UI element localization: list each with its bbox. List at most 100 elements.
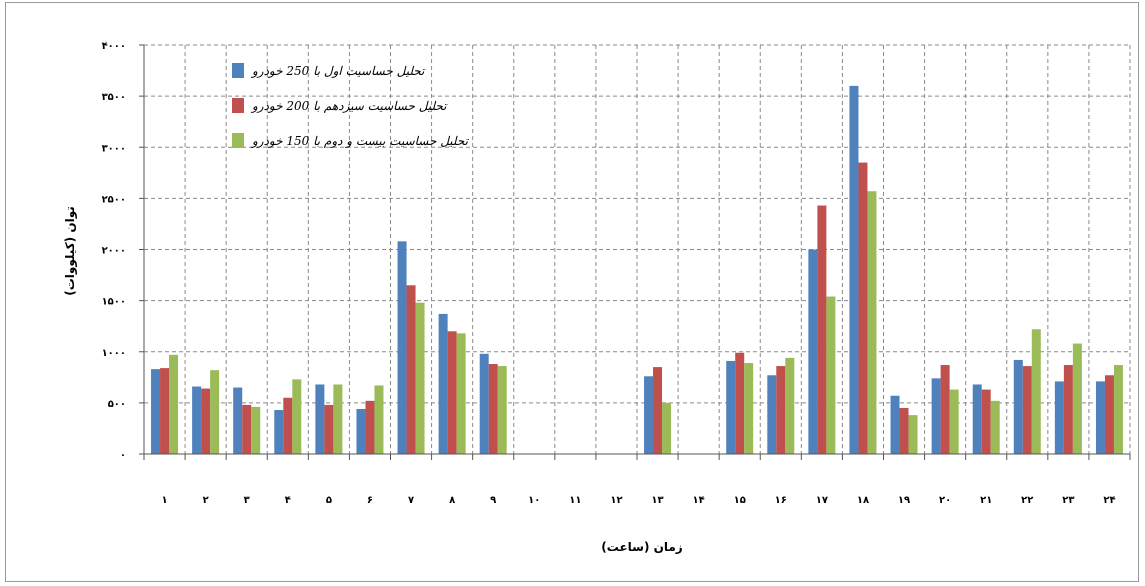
bar-series-1-۱۷: [808, 249, 818, 454]
bar-series-3-۵: [333, 384, 343, 454]
y-tick-label: ۵۰۰: [108, 399, 126, 410]
bar-series-1-۲۰: [931, 378, 941, 454]
legend-swatch-1: [232, 63, 244, 78]
x-tick-label: ۴: [285, 495, 291, 506]
bar-series-3-۱۳: [662, 402, 672, 454]
legend-swatch-3: [232, 133, 244, 148]
bar-series-3-۹: [497, 366, 507, 454]
bar-series-1-۲۱: [972, 384, 982, 454]
bar-series-2-۹: [488, 364, 498, 454]
bar-series-1-۳: [233, 387, 243, 454]
bar-series-1-۷: [397, 241, 407, 454]
x-tick-label: ۲۱: [980, 495, 992, 506]
bar-series-3-۲۳: [1072, 343, 1082, 454]
bar-series-3-۲: [210, 370, 220, 454]
x-tick-label: ۱۱: [569, 495, 581, 506]
bar-series-3-۶: [374, 385, 384, 454]
bar-series-2-۱۸: [858, 162, 868, 454]
bar-series-3-۴: [292, 379, 302, 454]
x-tick-label: ۲۲: [1021, 495, 1033, 506]
x-axis-title: زمان (ساعت): [601, 540, 683, 554]
bar-series-1-۲۴: [1095, 381, 1105, 454]
x-tick-label: ۱: [161, 495, 167, 506]
axes: ۰ ۵۰۰ ۱۰۰۰ ۱۵۰۰ ۲۰۰۰ ۲۵۰۰ ۳۰۰۰ ۳۵۰۰ ۴۰۰۰ ۱ ۲ ۳ ۴ ۵ ۶ ۷ ۸…: [102, 41, 1131, 506]
y-tick-label: ۴۰۰۰: [102, 41, 126, 52]
bar-series-3-۲۲: [1031, 329, 1041, 454]
bar-series-1-۴: [274, 410, 284, 454]
bar-series-2-۳: [242, 404, 252, 454]
bar-series-2-۱۹: [899, 407, 909, 454]
bar-series-3-۱۹: [908, 415, 918, 454]
legend-label-2: تحلیل حساسیت سیزدهم با 200 خودرو: [250, 99, 448, 113]
bar-series-1-۲: [192, 386, 202, 454]
y-tick-label: ۳۰۰۰: [102, 143, 126, 154]
bar-series-2-۲۰: [940, 365, 950, 454]
y-axis-title: توان (کیلووات): [63, 206, 78, 295]
y-tick-label: ۲۵۰۰: [102, 194, 126, 205]
bar-series-2-۲۳: [1063, 365, 1073, 454]
bar-series-2-۱۷: [817, 205, 827, 454]
bar-series-1-۸: [438, 313, 448, 454]
y-tick-label: ۱۵۰۰: [102, 297, 126, 308]
bar-series-3-۲۴: [1113, 365, 1123, 454]
x-tick-label: ۸: [449, 495, 455, 506]
bar-series-1-۹: [479, 353, 489, 454]
x-tick-label: ۱۸: [857, 495, 869, 506]
x-tick-label: ۲۴: [1103, 495, 1115, 506]
bar-series-1-۱۹: [890, 395, 900, 454]
bar-series-2-۲۱: [981, 389, 991, 454]
bar-series-2-۱۶: [776, 366, 786, 454]
x-tick-label: ۱۷: [816, 495, 828, 506]
bar-series-3-۸: [456, 333, 466, 454]
bar-series-2-۶: [365, 400, 375, 454]
bar-series-2-۲۲: [1022, 366, 1032, 454]
x-tick-label: ۱۴: [693, 495, 705, 506]
bar-series-2-۱۳: [653, 367, 663, 454]
bar-series-3-۱۵: [744, 362, 754, 454]
bar-series-2-۱: [160, 368, 170, 454]
y-tick-label: ۱۰۰۰: [102, 348, 126, 359]
bars: [151, 85, 1123, 455]
legend-label-1: تحلیل حساسیت اول با 250 خودرو: [250, 64, 426, 78]
y-tick-label: ۳۵۰۰: [102, 92, 126, 103]
y-tick-label: ۰: [120, 450, 126, 461]
bar-series-1-۲۲: [1013, 359, 1023, 454]
x-tick-label: ۱۲: [610, 495, 622, 506]
bar-series-2-۴: [283, 397, 293, 454]
bar-series-3-۱: [169, 354, 179, 454]
y-tick-label: ۲۰۰۰: [102, 246, 126, 257]
legend-label-3: تحلیل حساسیت بیست و دوم با 150 خودرو: [250, 134, 470, 148]
bar-series-1-۲۳: [1054, 381, 1064, 454]
x-tick-label: ۱۹: [898, 495, 910, 506]
bar-series-1-۱۳: [644, 376, 654, 454]
bar-chart: ۰ ۵۰۰ ۱۰۰۰ ۱۵۰۰ ۲۰۰۰ ۲۵۰۰ ۳۰۰۰ ۳۵۰۰ ۴۰۰۰ ۱ ۲ ۳ ۴ ۵ ۶ ۷ ۸…: [63, 41, 1131, 554]
bar-series-1-۱۸: [849, 85, 859, 455]
x-tick-label: ۱۰: [528, 495, 540, 506]
bar-series-2-۲: [201, 388, 211, 454]
bar-series-1-۶: [356, 409, 366, 454]
chart-frame: ۰ ۵۰۰ ۱۰۰۰ ۱۵۰۰ ۲۰۰۰ ۲۵۰۰ ۳۰۰۰ ۳۵۰۰ ۴۰۰۰ ۱ ۲ ۳ ۴ ۵ ۶ ۷ ۸…: [5, 2, 1139, 582]
bar-series-1-۵: [315, 384, 325, 454]
bar-series-3-۲۱: [990, 400, 1000, 454]
x-tick-label: ۱۳: [651, 495, 663, 506]
bar-series-1-۱۶: [767, 375, 777, 454]
bar-series-2-۲۴: [1104, 375, 1114, 454]
bar-series-3-۱۷: [826, 296, 836, 454]
x-tick-label: ۷: [408, 495, 414, 506]
bar-series-3-۷: [415, 302, 425, 454]
x-tick-label: ۲۳: [1062, 495, 1074, 506]
x-tick-label: ۶: [367, 495, 373, 506]
bar-series-2-۸: [447, 331, 457, 454]
legend-swatch-2: [232, 98, 244, 113]
bar-series-2-۷: [406, 285, 416, 454]
bar-series-3-۲۰: [949, 389, 959, 454]
bar-series-3-۳: [251, 406, 261, 454]
bar-series-2-۵: [324, 404, 334, 454]
bar-series-3-۱۸: [867, 191, 877, 454]
gridlines: [144, 44, 1131, 454]
bar-series-1-۱: [151, 369, 161, 454]
legend: تحلیل حساسیت اول با 250 خودرو تحلیل حساسی…: [232, 63, 470, 148]
x-tick-label: ۱۵: [734, 495, 746, 506]
x-tick-label: ۵: [326, 495, 332, 506]
bar-series-1-۱۵: [726, 360, 736, 454]
